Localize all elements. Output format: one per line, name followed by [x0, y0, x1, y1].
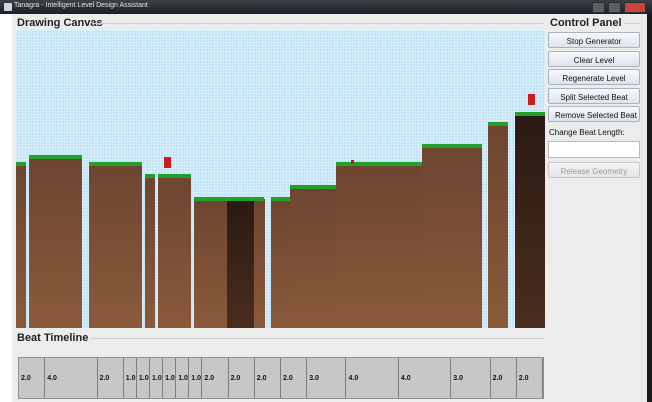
- beat-segment[interactable]: 1.0: [176, 358, 190, 398]
- beat-length-text: 1.0: [138, 375, 149, 382]
- enemies: [164, 94, 535, 168]
- ground-platforms: [16, 114, 545, 328]
- control-panel-border: [624, 23, 640, 24]
- beat-length-text: 2.0: [21, 375, 31, 382]
- window-controls: [592, 2, 646, 13]
- beat-timeline: 2.0 4.0 2.0 1.0 1.0 1.0 1.0 1.0 1.0 2.0 2.0 2.0 2.0 3…: [18, 357, 544, 399]
- beat-segment[interactable]: 2.0: [19, 358, 46, 398]
- timeline-title: Beat Timeline: [17, 332, 89, 344]
- window-edge: [647, 14, 652, 402]
- beat-length-input[interactable]: [548, 141, 640, 158]
- beat-segment[interactable]: 2.0: [229, 358, 255, 398]
- control-panel-title: Control Panel: [550, 17, 622, 29]
- beat-length-text: 1.0: [178, 375, 188, 382]
- beat-length-text: 4.0: [47, 375, 57, 382]
- platform[interactable]: [422, 146, 482, 328]
- drawing-canvas[interactable]: [16, 30, 545, 328]
- platform[interactable]: [488, 124, 508, 328]
- platform[interactable]: [271, 199, 290, 328]
- platform[interactable]: [194, 199, 227, 328]
- beat-segment[interactable]: 1.0: [163, 358, 177, 398]
- beat-segment[interactable]: 1.0: [137, 358, 150, 398]
- platform[interactable]: [290, 187, 336, 328]
- beat-length-text: 2.0: [256, 375, 267, 382]
- beat-segment[interactable]: 1.0: [150, 358, 164, 398]
- beat-length-text: 3.0: [453, 375, 464, 382]
- beat-length-text: 2.0: [99, 375, 110, 382]
- beat-length-text: 1.0: [165, 375, 175, 382]
- beat-length-text: 1.0: [191, 375, 202, 382]
- canvas-group-border: [92, 23, 544, 24]
- platform[interactable]: [145, 176, 155, 328]
- beat-segment[interactable]: 1.0: [124, 358, 137, 398]
- release-geometry-button[interactable]: Release Geometry: [548, 162, 640, 178]
- beat-length-text: 2.0: [230, 375, 241, 382]
- enemy-marker[interactable]: [351, 160, 354, 164]
- regenerate-level-button[interactable]: Regenerate Level: [548, 69, 640, 85]
- enemy-marker[interactable]: [528, 94, 535, 105]
- close-icon[interactable]: [624, 2, 646, 13]
- beat-length-text: 4.0: [348, 375, 359, 382]
- enemy-marker[interactable]: [164, 157, 171, 168]
- app-icon: [4, 3, 12, 11]
- platform[interactable]: [89, 164, 142, 328]
- beat-segment[interactable]: 2.0: [202, 358, 229, 398]
- minimize-icon[interactable]: [592, 2, 605, 13]
- beat-length-text: 2.0: [204, 375, 215, 382]
- tall-pillar[interactable]: [515, 114, 545, 328]
- beat-length-text: 3.0: [309, 375, 319, 382]
- grass-tops: [16, 112, 545, 201]
- timeline-group-border: [90, 338, 544, 339]
- split-selected-beat-button[interactable]: Split Selected Beat: [548, 88, 640, 104]
- beat-segment[interactable]: 3.0: [451, 358, 491, 398]
- window-title: Tanagra - Intelligent Level Design Assis…: [14, 2, 148, 9]
- beat-segment[interactable]: 4.0: [45, 358, 98, 398]
- platform[interactable]: [29, 157, 82, 328]
- beat-segment[interactable]: 4.0: [399, 358, 452, 398]
- beat-segment[interactable]: 1.0: [189, 358, 203, 398]
- beat-segment[interactable]: 2.0: [491, 358, 517, 398]
- platform[interactable]: [254, 199, 265, 328]
- beat-segment[interactable]: 2.0: [281, 358, 308, 398]
- maximize-icon[interactable]: [608, 2, 621, 13]
- remove-selected-beat-button[interactable]: Remove Selected Beat: [548, 106, 640, 122]
- title-bar: Tanagra - Intelligent Level Design Assis…: [0, 0, 652, 14]
- beat-segment[interactable]: 3.0: [307, 358, 347, 398]
- beat-length-text: 2.0: [518, 375, 529, 382]
- clear-level-button[interactable]: Clear Level: [548, 51, 640, 67]
- platform[interactable]: [158, 176, 191, 328]
- beat-segment[interactable]: 2.0: [517, 358, 543, 398]
- beat-length-text: 2.0: [283, 375, 293, 382]
- platform[interactable]: [336, 164, 422, 328]
- beat-length-text: 1.0: [152, 375, 162, 382]
- beat-length-text: 4.0: [400, 375, 411, 382]
- canvas-title: Drawing Canvas: [17, 17, 103, 29]
- beat-segment[interactable]: 4.0: [347, 358, 399, 398]
- beat-segment[interactable]: 2.0: [98, 358, 124, 398]
- beat-length-text: 2.0: [492, 375, 503, 382]
- pit-wall: [227, 199, 254, 328]
- beat-length-label: Change Beat Length:: [549, 128, 625, 137]
- platform[interactable]: [16, 164, 26, 328]
- beat-segment[interactable]: 2.0: [255, 358, 281, 398]
- level-geometry: [16, 94, 545, 328]
- stop-generator-button[interactable]: Stop Generator: [548, 32, 640, 48]
- beat-length-text: 1.0: [125, 375, 136, 382]
